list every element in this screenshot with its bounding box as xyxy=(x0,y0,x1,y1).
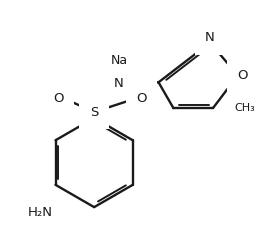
Text: O: O xyxy=(136,92,147,105)
Text: S: S xyxy=(90,106,98,118)
Text: O: O xyxy=(237,69,248,82)
Text: N: N xyxy=(114,77,124,90)
Text: Na: Na xyxy=(110,54,127,67)
Text: N: N xyxy=(205,31,215,44)
Text: CH₃: CH₃ xyxy=(235,103,256,113)
Text: O: O xyxy=(53,92,64,105)
Text: H₂N: H₂N xyxy=(28,206,53,219)
